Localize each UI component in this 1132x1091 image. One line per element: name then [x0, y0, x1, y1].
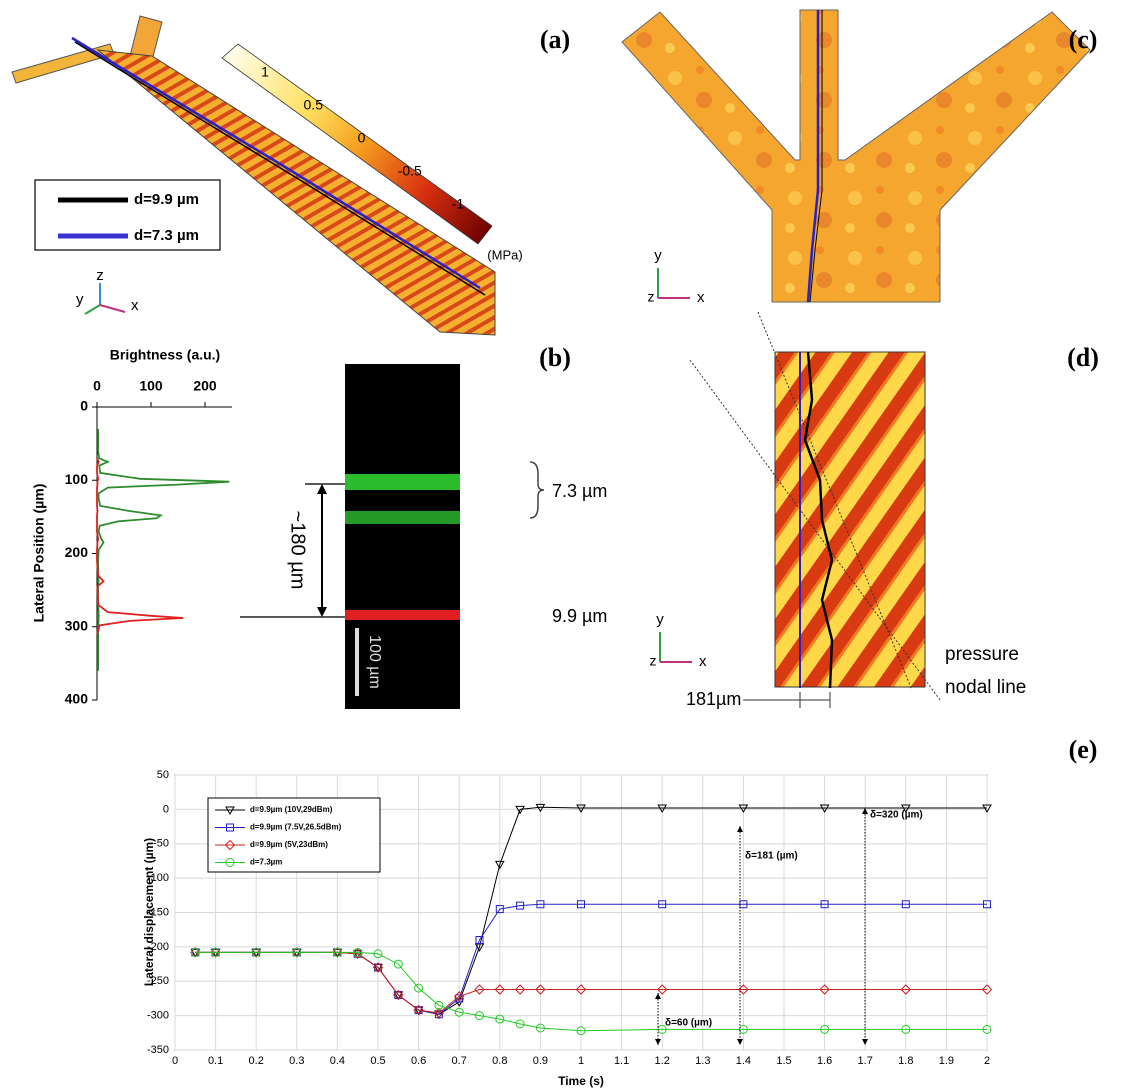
axis-label: x	[131, 297, 139, 314]
axis-title: Lateral Position (µm)	[31, 484, 47, 623]
axis-label: x	[697, 289, 705, 306]
bracket	[530, 462, 544, 518]
legend-label: d=7.3 µm	[134, 227, 199, 244]
axis-arrow	[85, 305, 100, 314]
axis-title: Time (s)	[558, 1074, 604, 1088]
x-tick-label: 2	[984, 1055, 990, 1067]
axis-label: y	[656, 611, 664, 628]
axis-arrow	[100, 305, 125, 312]
annotation: 9.9 µm	[552, 606, 607, 626]
x-tick-label: 0	[172, 1055, 178, 1067]
panel-label: (a)	[540, 25, 570, 54]
colorbar-unit: (MPa)	[487, 247, 522, 262]
y-tick-label: 0	[163, 803, 169, 815]
x-tick-label: 0.9	[533, 1055, 548, 1067]
y-channel	[622, 10, 1090, 302]
green-band	[345, 474, 460, 490]
x-tick-label: 0.8	[492, 1055, 507, 1067]
colorbar-tick-label: 0.5	[304, 97, 324, 113]
panel-label: (d)	[1067, 343, 1099, 372]
x-tick-label: 1.1	[614, 1055, 629, 1067]
red-band	[345, 610, 460, 620]
legend-label: d=9.9µm (5V,23dBm)	[250, 840, 328, 849]
x-tick-label: 0.2	[249, 1055, 264, 1067]
legend-label: d=9.9µm (7.5V,26.5dBm)	[250, 823, 342, 832]
annotation: δ=60 (µm)	[665, 1018, 712, 1029]
legend-label: d=9.9 µm	[134, 191, 199, 208]
colorbar-tick-label: 1	[261, 64, 269, 80]
arrowhead	[317, 484, 327, 494]
panel-b: 100 µm 7.3 µm 9.9 µm ~180 µm (b) Brightn…	[31, 343, 608, 709]
x-tick-label: 100	[139, 378, 163, 394]
x-tick-label: 0.5	[370, 1055, 385, 1067]
x-tick-label: 0.7	[452, 1055, 467, 1067]
annotation: pressure	[945, 644, 1019, 665]
x-tick-label: 1.2	[655, 1055, 670, 1067]
panel-d: 181µm 181µm pressure nodal line y z x (d…	[650, 312, 1099, 709]
y-tick-label: -250	[147, 975, 169, 987]
panel-e: (e) Time (s) Lateral displacement (µm) 0…	[142, 735, 1097, 1088]
y-tick-label: 200	[65, 544, 89, 560]
panel-label: (e)	[1069, 735, 1098, 764]
annotation: ~180 µm	[287, 511, 309, 590]
x-tick-label: 0.4	[330, 1055, 345, 1067]
y-tick-label: -50	[153, 838, 169, 850]
x-tick-label: 1.4	[736, 1055, 751, 1067]
annotation: 7.3 µm	[552, 481, 607, 501]
x-tick-label: 1.3	[695, 1055, 710, 1067]
stripe-field	[775, 352, 925, 687]
colorbar-tick-label: -1	[452, 196, 465, 212]
panel-label: (c)	[1069, 25, 1098, 54]
x-tick-label: 200	[193, 378, 217, 394]
colorbar-tick-label: 0	[358, 130, 366, 146]
colorbar-tick-label: -0.5	[398, 163, 422, 179]
y-tick-label: 400	[65, 691, 89, 707]
y-tick-label: 50	[157, 769, 169, 781]
x-tick-label: 0	[93, 378, 101, 394]
legend-label: d=7.3µm	[250, 858, 282, 867]
x-tick-label: 1.6	[817, 1055, 832, 1067]
axis-label: z	[96, 267, 104, 284]
profile-line	[98, 429, 229, 671]
legend-label: d=9.9µm (10V,29dBm)	[250, 805, 333, 814]
y-tick-label: -300	[147, 1010, 169, 1022]
x-tick-label: 0.3	[289, 1055, 304, 1067]
x-tick-label: 1.9	[939, 1055, 954, 1067]
panel-a: (MPa) d=9.9 µm d=7.3 µm y z x (a)	[12, 16, 570, 335]
scale-bar	[355, 628, 359, 696]
y-tick-label: 300	[65, 617, 89, 633]
x-tick-label: 1	[578, 1055, 584, 1067]
spacing-label: 181µm	[686, 689, 741, 709]
x-tick-label: 0.1	[208, 1055, 223, 1067]
x-tick-label: 1.7	[858, 1055, 873, 1067]
annotation: δ=320 (µm)	[870, 810, 923, 821]
fluorescence-image	[345, 364, 460, 709]
annotation: δ=181 (µm)	[745, 851, 798, 862]
y-tick-label: -350	[147, 1044, 169, 1056]
y-tick-label: -200	[147, 941, 169, 953]
scale-label: 100 µm	[366, 635, 383, 689]
panel-c: y z x (c)	[622, 10, 1097, 306]
y-tick-label: -100	[147, 872, 169, 884]
axis-label: z	[648, 289, 655, 305]
y-tick-label: 100	[65, 471, 89, 487]
figure: (MPa) d=9.9 µm d=7.3 µm y z x (a) y z x …	[0, 0, 1132, 1091]
y-tick-label: -150	[147, 906, 169, 918]
x-tick-label: 0.6	[411, 1055, 426, 1067]
axis-label: y	[654, 247, 662, 264]
axis-label: z	[650, 653, 657, 669]
axis-title: Brightness (a.u.)	[110, 347, 220, 363]
annotation: nodal line	[945, 677, 1026, 698]
y-tick-label: 0	[80, 398, 88, 414]
x-tick-label: 1.8	[898, 1055, 913, 1067]
axis-label: y	[76, 291, 84, 308]
panel-label: (b)	[539, 343, 571, 372]
green-band	[345, 511, 460, 524]
arrowhead	[317, 607, 327, 617]
x-tick-label: 1.5	[776, 1055, 791, 1067]
axis-label: x	[699, 653, 707, 670]
